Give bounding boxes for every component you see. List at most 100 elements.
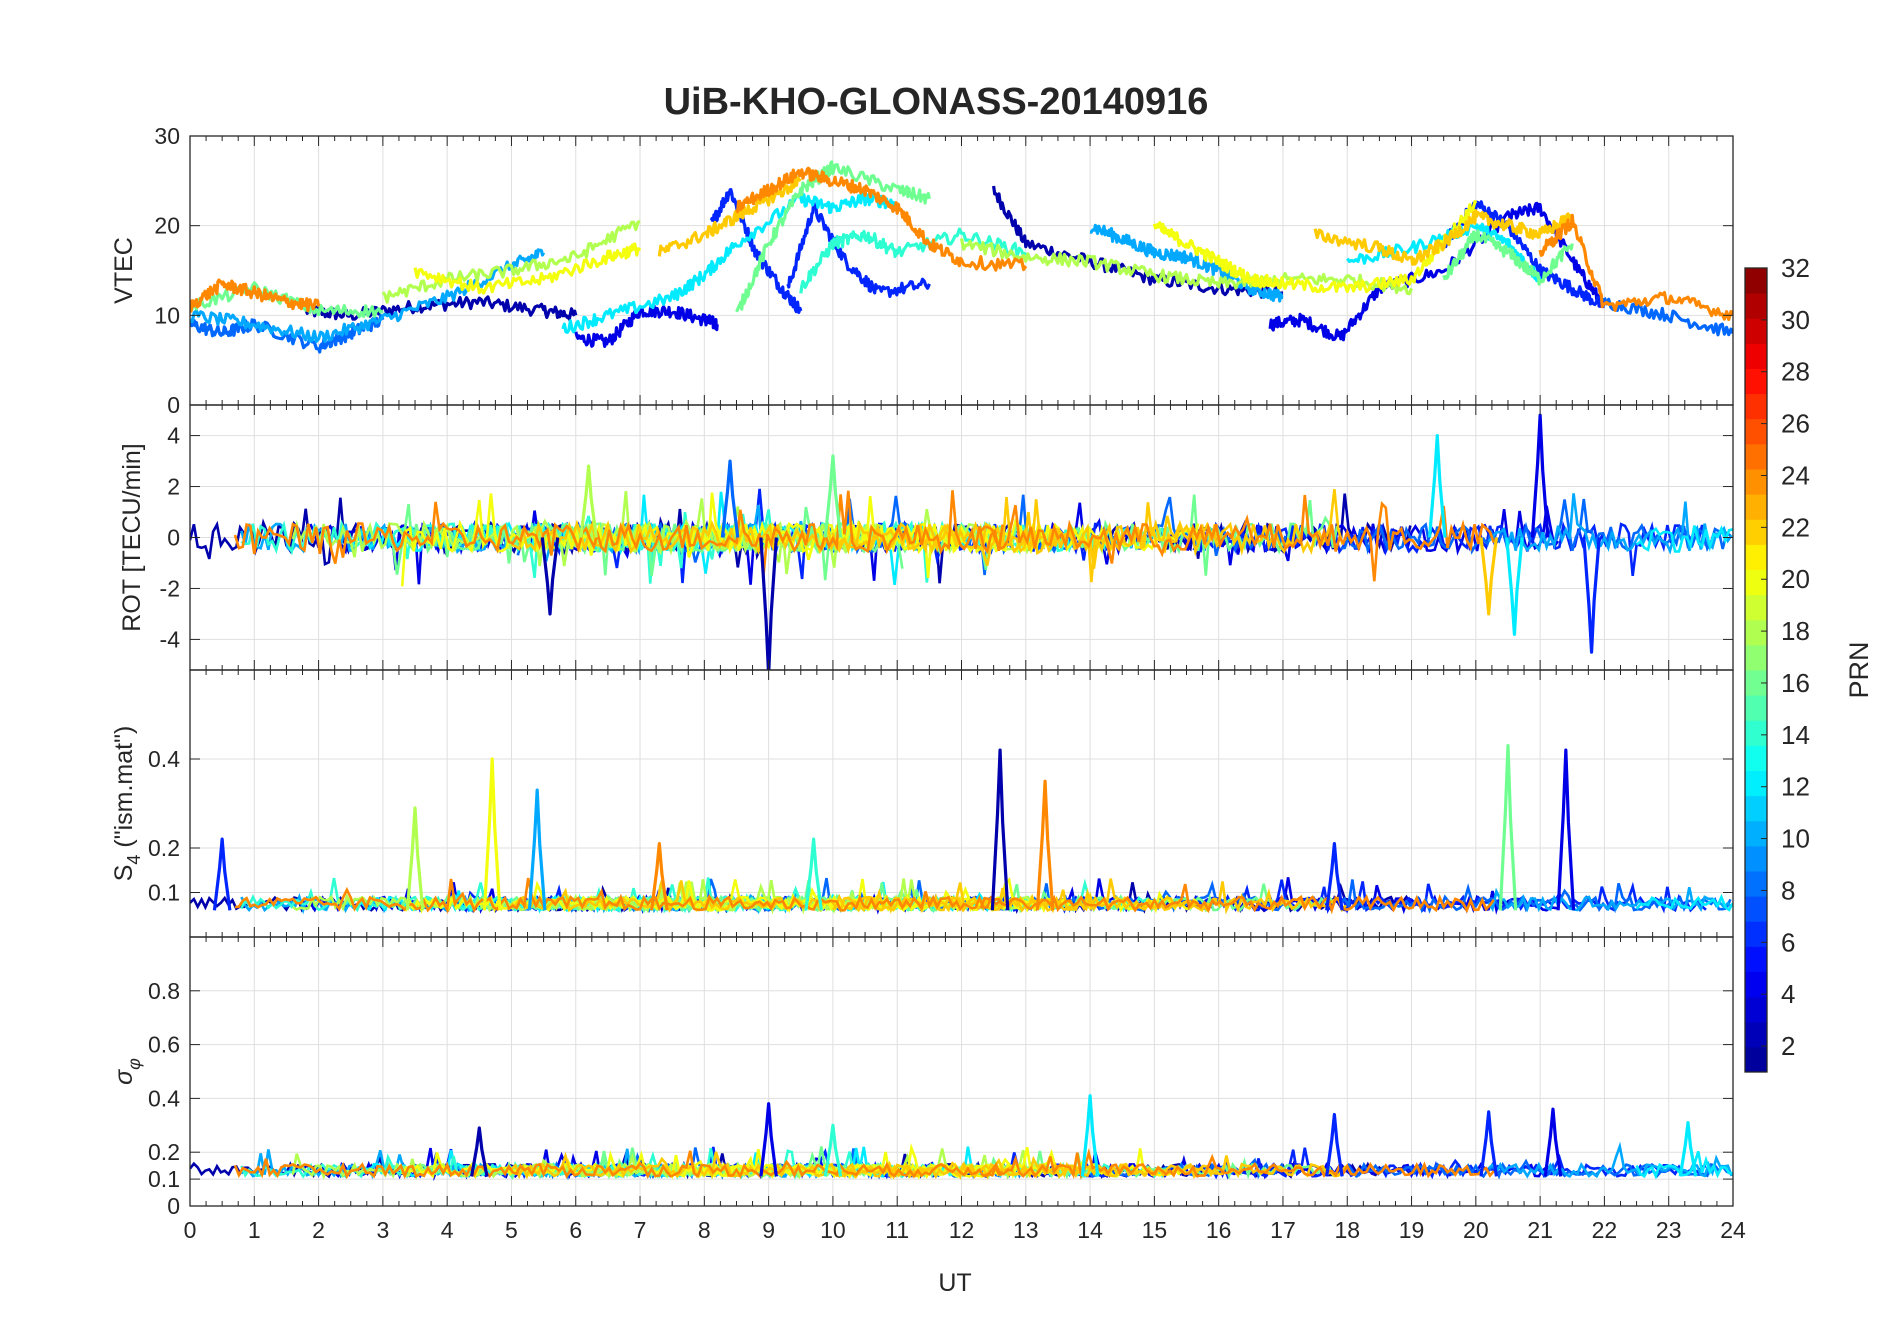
trace-prn-24: [233, 490, 1004, 576]
x-tick-label: 12: [949, 1217, 975, 1243]
colorbar-swatch: [1745, 745, 1767, 771]
series-prn-14: [799, 227, 1028, 294]
spike-prn-2: [470, 1126, 489, 1177]
colorbar-tick-label: 24: [1781, 460, 1810, 490]
y-axis-label: VTEC: [110, 237, 138, 304]
y-tick-label: 0.2: [148, 835, 180, 861]
x-tick-label: 0: [184, 1217, 197, 1243]
spike-prn-12: [1080, 1094, 1100, 1177]
y-axis-label: σφ: [110, 1058, 144, 1085]
panel-s4: 0.1 0.2 0.4S4 ("ism.mat"): [110, 669, 1734, 938]
x-tick-label: 8: [698, 1217, 711, 1243]
y-tick-label: 0.1: [148, 1166, 180, 1192]
colorbar-swatch: [1745, 720, 1767, 746]
spike-prn-24: [1035, 779, 1055, 911]
y-tick-label: 0.2: [148, 1139, 180, 1165]
colorbar-swatch: [1745, 820, 1767, 847]
trace-prn-10: [1487, 887, 1733, 913]
colorbar-tick-label: 30: [1781, 305, 1810, 335]
chart-title: UiB-KHO-GLONASS-20140916: [664, 81, 1209, 123]
trace-prn-24: [233, 1150, 1004, 1180]
series-prn-24: [190, 278, 321, 313]
colorbar-swatch: [1745, 494, 1767, 520]
colorbar-swatch: [1745, 318, 1767, 344]
series-group: [190, 744, 1733, 915]
spike-prn-4: [1543, 1107, 1563, 1177]
colorbar-tick-label: 32: [1781, 253, 1810, 283]
x-tick-label: 23: [1656, 1217, 1682, 1243]
series-group: [190, 160, 1733, 354]
spike-prn-6: [1325, 841, 1344, 911]
trace-prn-24: [979, 883, 1495, 915]
spike-prn-6: [1325, 1112, 1344, 1177]
trace-prn-22: [831, 489, 1347, 583]
colorbar-tick-label: 6: [1781, 927, 1795, 957]
colorbar-tick-label: 16: [1781, 668, 1810, 698]
spike-prn-14: [823, 1123, 843, 1177]
x-tick-label: 15: [1142, 1217, 1168, 1243]
series-group: [190, 413, 1733, 670]
colorbar-label: PRN: [1844, 641, 1874, 698]
colorbar-swatch: [1745, 393, 1767, 420]
x-tick-label: 21: [1527, 1217, 1553, 1243]
colorbar-swatch: [1745, 519, 1767, 545]
x-tick-label: 2: [312, 1217, 325, 1243]
colorbar-swatch: [1745, 368, 1767, 395]
x-tick-label: 16: [1206, 1217, 1232, 1243]
colorbar-tick-label: 22: [1781, 512, 1810, 542]
x-tick-label: 3: [376, 1217, 389, 1243]
colorbar-swatch: [1745, 971, 1767, 998]
colorbar-frame: [1744, 267, 1768, 1073]
colorbar-swatch: [1745, 1021, 1767, 1048]
panel-vtec: 0 10 20 30 VTEC: [110, 123, 1734, 418]
spike-prn-12: [1505, 537, 1524, 636]
colorbar-swatch: [1745, 443, 1767, 470]
spike-prn-2: [990, 748, 1010, 911]
series-prn-22: [657, 176, 802, 257]
series-prn-6: [709, 188, 803, 314]
series-prn-24: [1538, 213, 1733, 321]
series-prn-18: [959, 238, 1413, 296]
colorbar-swatch: [1745, 670, 1767, 696]
colorbar-swatch: [1745, 695, 1767, 721]
series-prn-6: [786, 200, 931, 298]
trace-prn-22: [511, 499, 1219, 569]
colorbar-swatch: [1745, 293, 1767, 319]
y-tick-label: -4: [160, 626, 181, 652]
series-prn-2: [992, 185, 1284, 299]
colorbar-swatch: [1745, 418, 1767, 445]
colorbar-tick-label: 8: [1781, 875, 1795, 905]
spike-prn-8: [720, 459, 740, 538]
colorbar-tick-label: 2: [1781, 1031, 1795, 1061]
series-prn-24: [735, 166, 1028, 272]
trace-prn-24: [234, 877, 1004, 915]
trace-prn-24: [979, 494, 1496, 582]
colorbar-swatch: [1745, 343, 1767, 369]
series-prn-18: [381, 219, 641, 304]
y-tick-label: 2: [167, 474, 180, 500]
colorbar-swatch: [1745, 896, 1767, 922]
trace-prn-24: [980, 1147, 1495, 1180]
colorbar-swatch: [1745, 845, 1767, 872]
y-tick-label: 0.4: [148, 1085, 180, 1111]
y-tick-label: 30: [154, 123, 180, 149]
spike-prn-12: [1427, 433, 1447, 538]
colorbar-swatch: [1745, 770, 1767, 797]
colorbar-swatch: [1745, 795, 1767, 822]
y-axis-label: ROT [TECU/min]: [118, 443, 146, 631]
spike-prn-16: [823, 454, 843, 538]
colorbar-tick-label: 18: [1781, 616, 1810, 646]
colorbar-swatch: [1745, 268, 1767, 294]
colorbar-tick-label: 26: [1781, 409, 1810, 439]
spike-prn-18: [579, 464, 598, 538]
x-tick-label: 22: [1592, 1217, 1618, 1243]
spike-prn-20: [482, 757, 502, 911]
x-tick-label: 9: [762, 1217, 775, 1243]
y-tick-label: 0.4: [148, 746, 180, 772]
y-tick-label: 0: [167, 1193, 180, 1219]
y-tick-label: 0.8: [148, 978, 180, 1004]
spike-prn-10: [527, 788, 547, 911]
